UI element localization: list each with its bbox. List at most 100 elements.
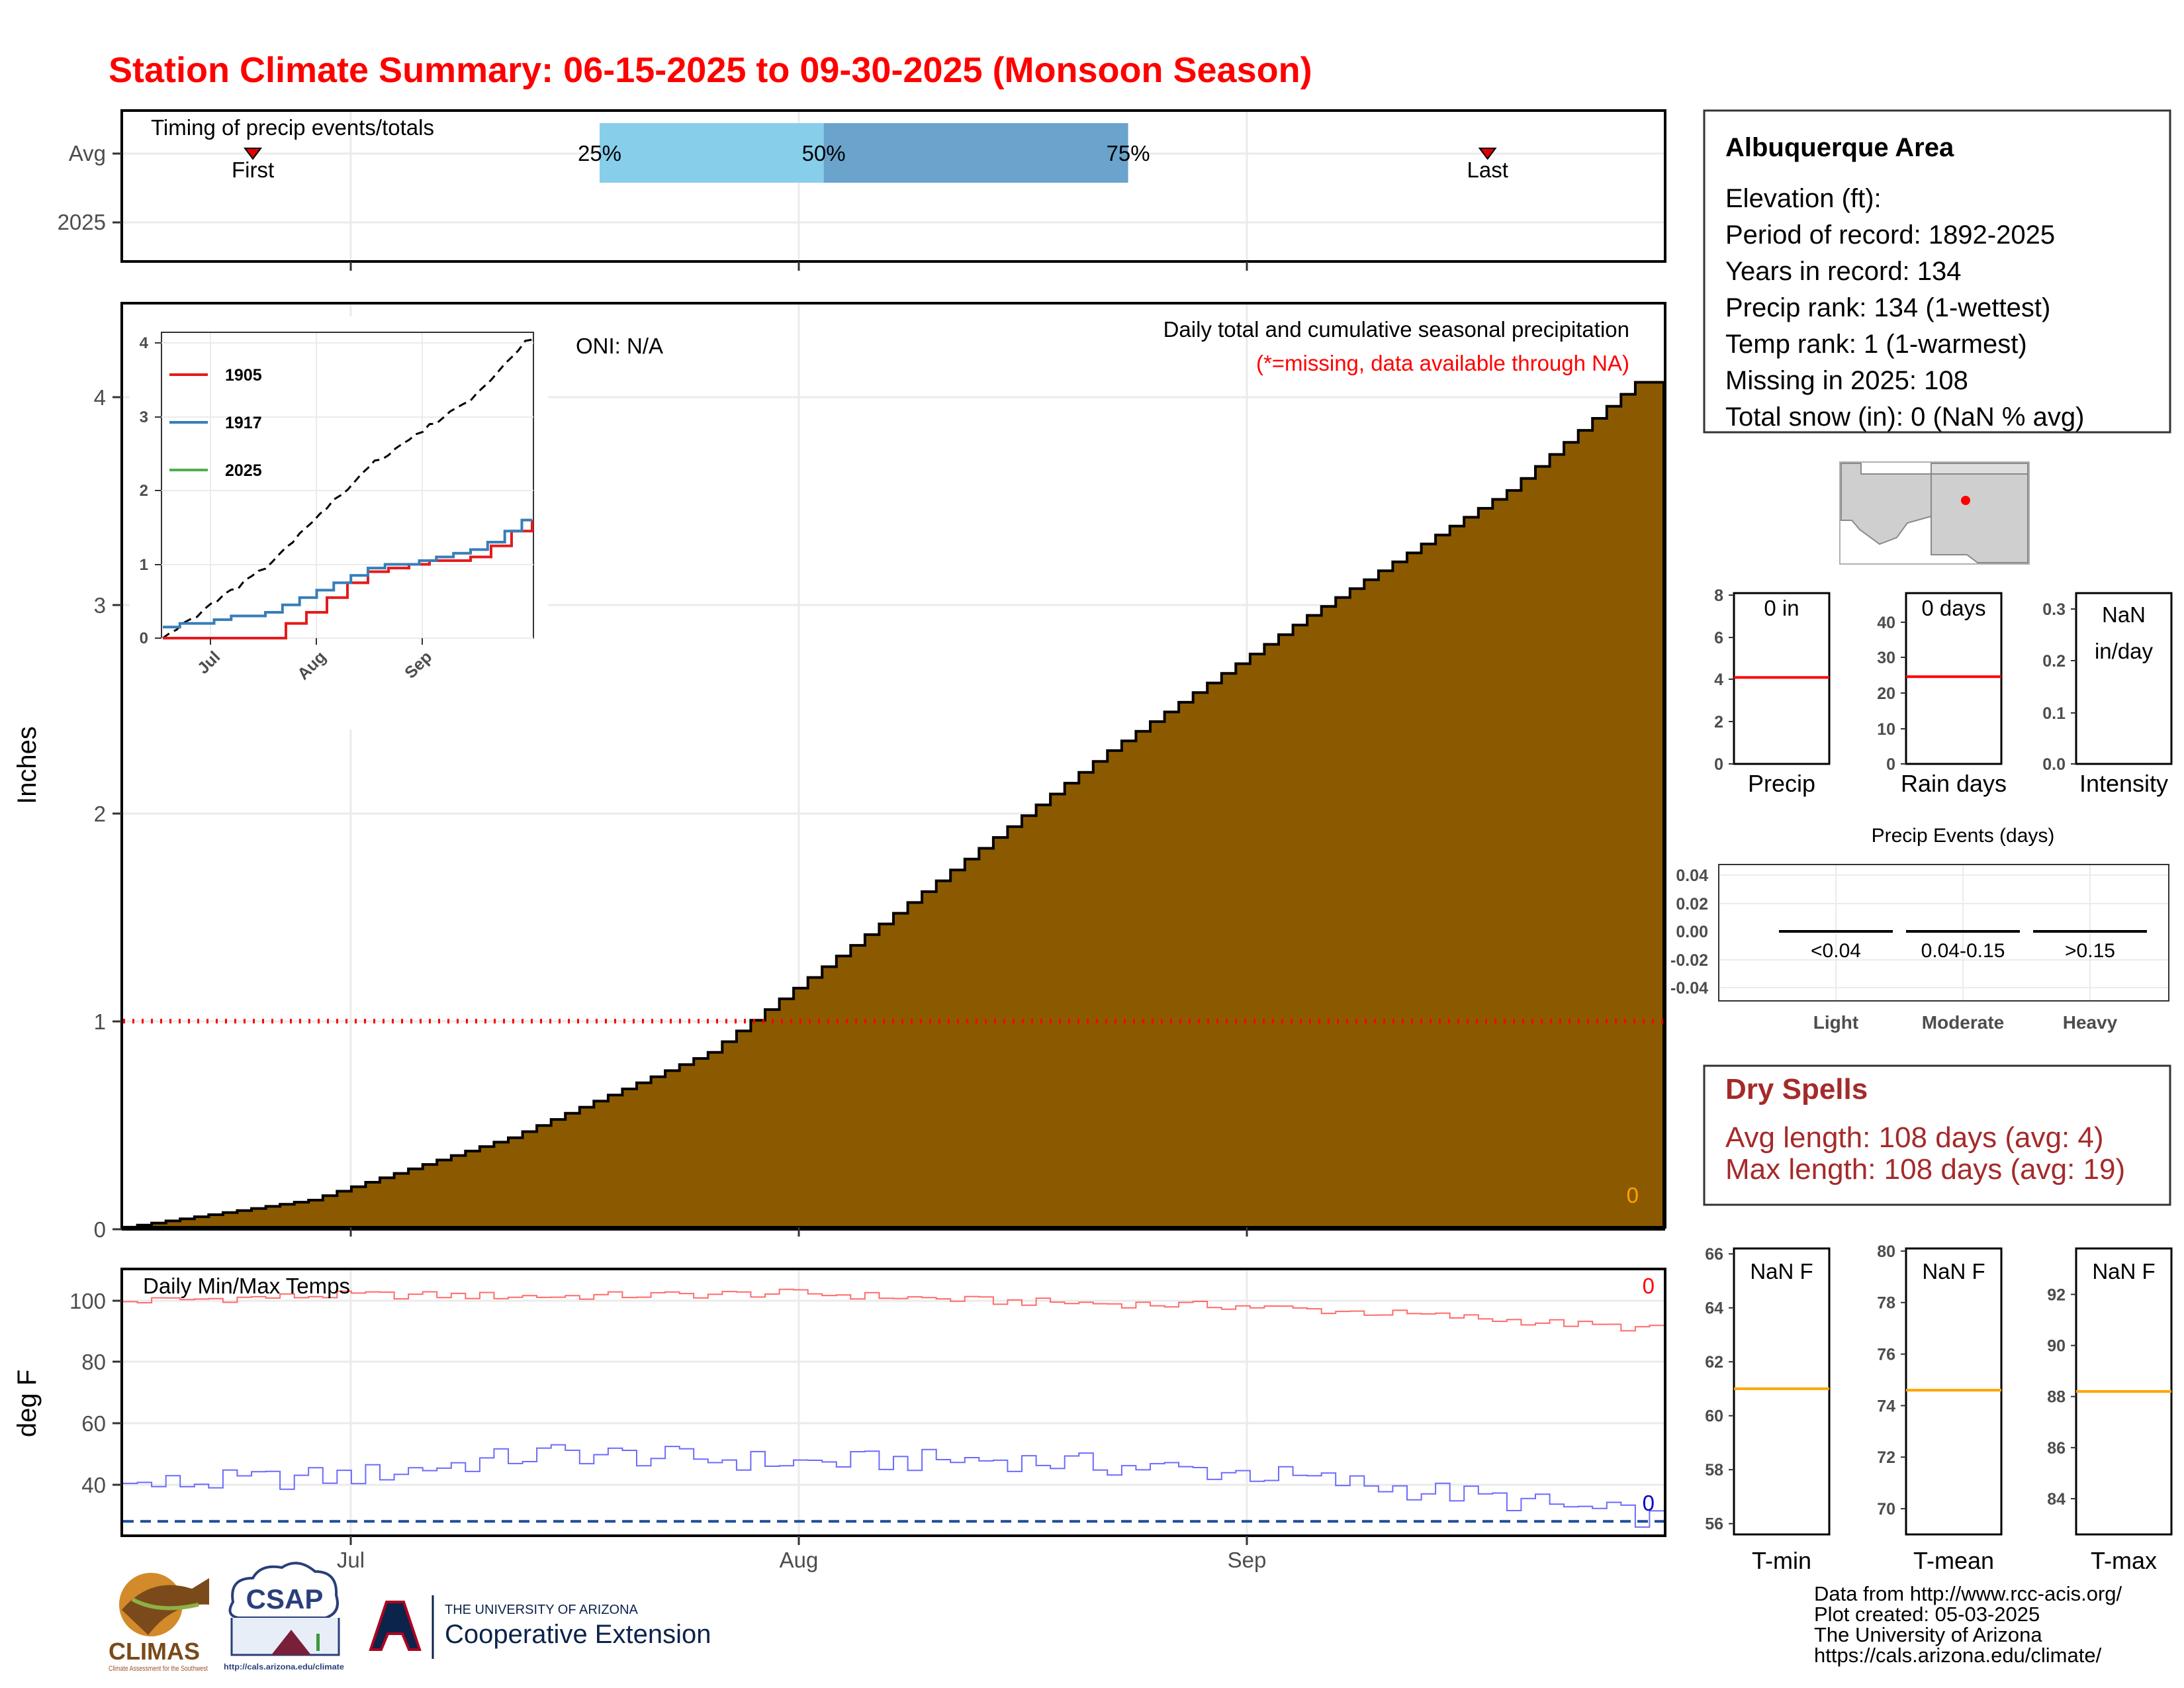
tmean-bar-tick-label-78: 78 [1877,1294,1895,1313]
precip-bar-tick-label-0: 0 [1714,755,1723,774]
quartile-box-50-75 [823,123,1128,183]
rain-days-tick-label-40: 40 [1877,614,1895,632]
daily-max-temp-line [123,1288,1664,1332]
csap-logo: CSAP http://cals.arizona.edu/climate [224,1562,344,1671]
info-temp-rank: Temp rank: 1 (1-warmest) [1725,330,2027,359]
events-category-light: Light [1813,1012,1858,1033]
ua-logo-top: THE UNIVERSITY OF ARIZONA [445,1603,639,1617]
map-state-arizona [1841,463,1932,545]
precip-bar-value: 0 in [1764,596,1799,620]
climas-logo-text: CLIMAS [109,1638,200,1665]
ua-logo: THE UNIVERSITY OF ARIZONA Cooperative Ex… [369,1595,711,1659]
climas-logo-subtitle: Climate Assessment for the Southwest [109,1665,208,1673]
pct-25-label: 25% [578,141,621,165]
tmean-bar-tick-label-72: 72 [1877,1448,1895,1467]
events-range-moderate: 0.04-0.15 [1921,940,2005,962]
temperature-panel: Daily Min/Max Temps 0 0 40 60 80 100 Jul… [13,1268,1666,1572]
events-range-light: <0.04 [1811,940,1861,962]
timing-ylabel-avg: Avg [69,141,106,165]
tmean-bar-label: T-mean [1913,1547,1994,1574]
precip-ytick-label-1: 1 [94,1009,106,1034]
tmin-bar-tick-label-58: 58 [1705,1461,1723,1479]
tmean-bar-tick-label-70: 70 [1877,1500,1895,1519]
intensity-bar-axis: 0.0 0.1 0.2 0.3 [2042,600,2076,774]
mini-bar-precip: 0 in Precip 0 2 4 6 8 [1714,586,1831,797]
precip-bar-tick-label-2: 2 [1714,713,1723,731]
legend-label-1905: 1905 [225,366,262,385]
dry-spells-avg: Avg length: 108 days (avg: 4) [1725,1121,2104,1154]
rain-days-tick-label-0: 0 [1886,755,1895,774]
tmean-bar-value: NaN F [1922,1259,1985,1284]
last-marker-icon [1478,148,1497,160]
intensity-tick-label-3: 0.3 [2042,600,2066,619]
climas-logo: CLIMAS Climate Assessment for the Southw… [109,1573,209,1673]
csap-logo-url: http://cals.arizona.edu/climate [224,1662,344,1671]
precip-ytick-label-4: 4 [94,385,106,410]
precip-panel: Daily total and cumulative seasonal prec… [13,302,1666,1242]
info-period: Period of record: 1892-2025 [1725,220,2055,250]
info-precip-rank: Precip rank: 134 (1-wettest) [1725,293,2050,322]
footer-line-url: https://cals.arizona.edu/climate/ [1814,1644,2102,1667]
ua-block-a-icon [369,1601,422,1651]
mini-bar-intensity: NaN in/day Intensity 0.0 0.1 0.2 0.3 [2042,592,2173,797]
footer-line-created: Plot created: 05-03-2025 [1814,1603,2040,1626]
events-ytick-label-004: 0.04 [1676,867,1708,885]
events-title: Precip Events (days) [1872,825,2055,847]
tmin-bar-value: NaN F [1750,1259,1813,1284]
first-label: First [232,158,274,182]
inset-ytick-label-3: 3 [140,408,148,426]
timing-ylabel-2025: 2025 [58,210,106,234]
intensity-bar-value: NaN [2102,602,2146,627]
temp-bar-tmean: NaN F T-mean 70 72 74 76 78 80 [1877,1243,2003,1574]
oni-label: ONI: N/A [576,334,663,358]
tmean-bar-tick-label-76: 76 [1877,1346,1895,1364]
map-state-new-mexico [1931,473,2028,563]
rain-days-tick-label-30: 30 [1877,649,1895,667]
precip-bar-tick-label-4: 4 [1714,671,1723,689]
tmin-count-label: 0 [1643,1491,1655,1515]
footer-line-university: The University of Arizona [1814,1623,2042,1646]
events-category-moderate: Moderate [1922,1012,2004,1033]
temp-ylabel: deg F [13,1370,42,1437]
legend-label-2025: 2025 [225,461,262,480]
rain-days-bar-frame [1905,592,2003,765]
precip-ytick-label-3: 3 [94,593,106,618]
climas-logo-leaf-icon [131,1597,199,1611]
footer-credits: Data from http://www.rcc-acis.org/ Plot … [1814,1582,2122,1667]
timing-label: Timing of precip events/totals [151,115,434,140]
tmean-bar-tick-label-80: 80 [1877,1243,1895,1261]
locator-map [1839,461,2030,565]
tmax-bar-tick-label-90: 90 [2047,1337,2066,1356]
events-ytick-label-n002: -0.02 [1670,951,1708,970]
precip-bar-axis: 0 2 4 6 8 [1714,586,1734,774]
inset-historical-plot: 0 1 2 3 4 Jul Aug Sep 1905 [130,316,548,729]
dry-spells-title: Dry Spells [1725,1073,1868,1105]
cumulative-precip-area [122,381,1665,1231]
info-years: Years in record: 134 [1725,257,1962,286]
dry-spells-frame [1703,1064,2171,1206]
inset-series-1917 [163,518,532,629]
inset-average-line [162,338,533,639]
tmin-bar-tick-label-66: 66 [1705,1245,1723,1264]
events-grid [1719,865,2168,1000]
precip-note-missing: (*=missing, data available through NA) [1256,351,1629,375]
precip-y-axis: 0 1 2 3 4 [94,385,1248,1242]
xtick-label-sep: Sep [1228,1548,1267,1572]
dry-spells-max: Max length: 108 days (avg: 19) [1725,1153,2125,1186]
info-box-title: Albuquerque Area [1725,133,1954,162]
temp-bar-tmax: NaN F T-max 84 86 88 90 92 [2047,1247,2173,1574]
tmin-bar-tick-label-62: 62 [1705,1353,1723,1372]
tmean-bar-axis: 70 72 74 76 78 80 [1877,1243,1906,1519]
temp-ytick-label-40: 40 [81,1473,106,1497]
info-elevation: Elevation (ft): [1725,184,1882,213]
precip-bar-tick-label-8: 8 [1714,586,1723,605]
map-state-north [1931,463,2028,475]
rain-days-tick-label-10: 10 [1877,720,1895,739]
legend-label-1917: 1917 [225,414,262,432]
tmax-bar-tick-label-84: 84 [2047,1490,2066,1509]
intensity-tick-label-0: 0.0 [2042,755,2066,774]
temp-panel-frame [120,1268,1666,1537]
tmin-bar-tick-label-64: 64 [1705,1299,1723,1318]
temp-grid [123,1270,1664,1534]
tmin-bar-frame [1733,1247,1831,1536]
